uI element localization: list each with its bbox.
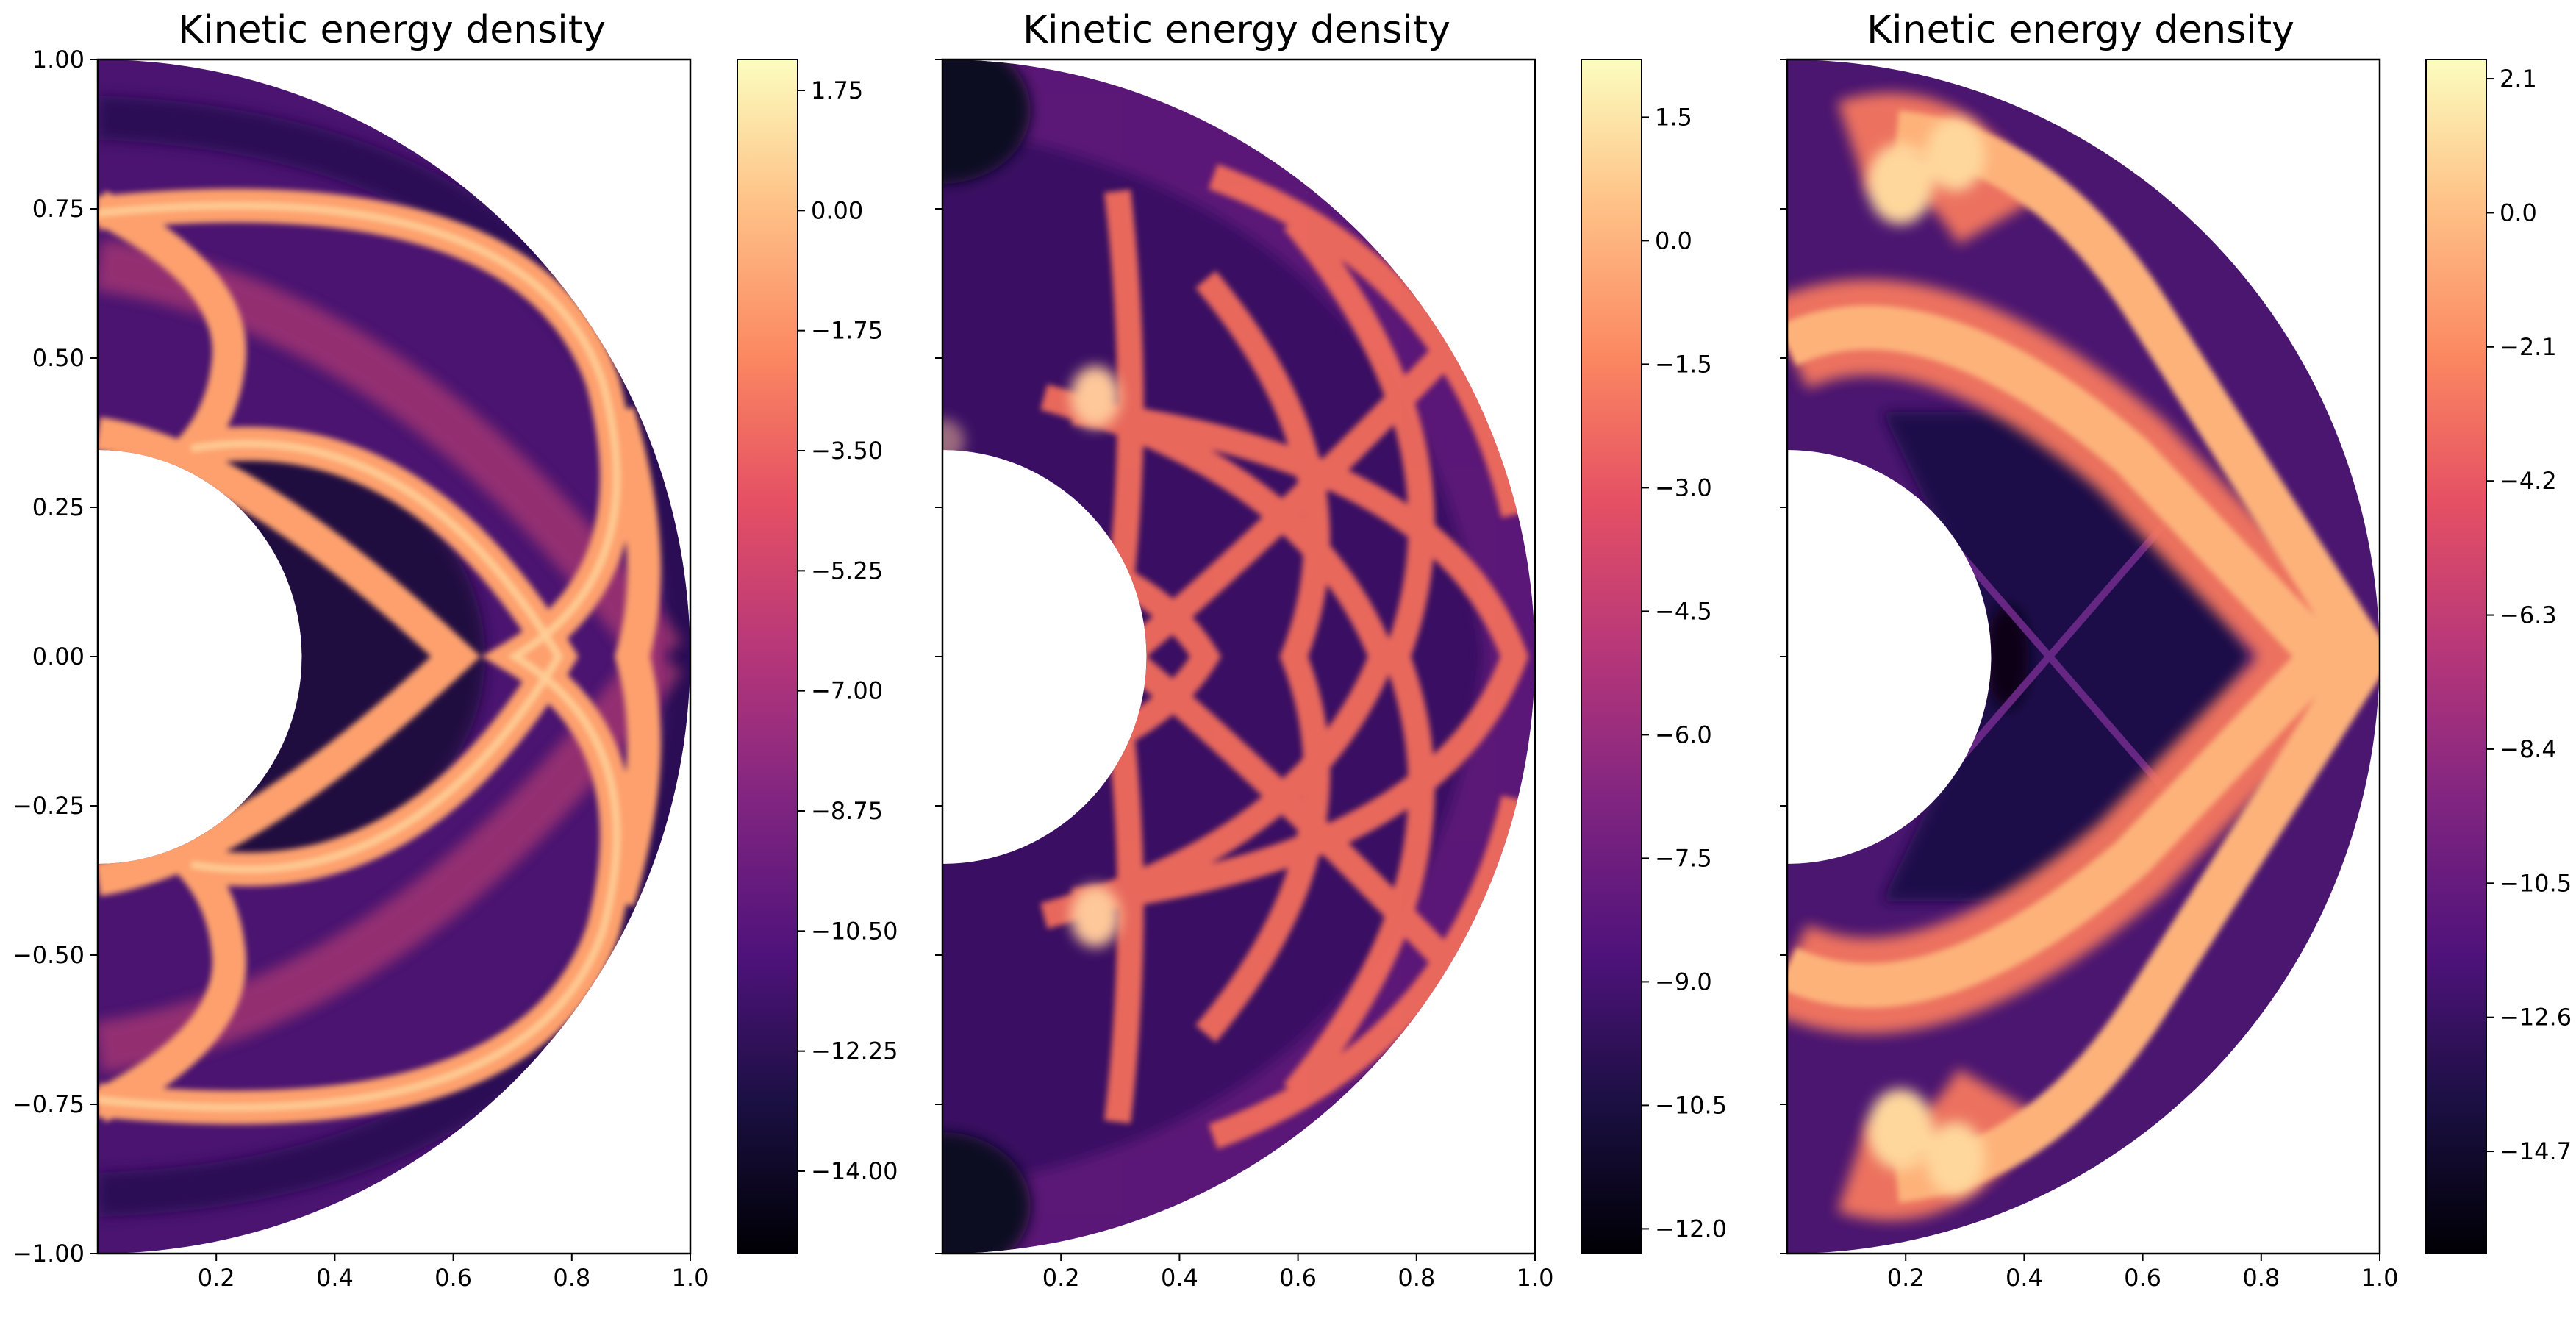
panel-1-colorbar: 1.75 0.00 −1.75 −3.50 −5.25 −7.00 −8.75 −10.50 −…: [737, 59, 898, 1254]
x-tick-label: 0.2: [1042, 1264, 1080, 1292]
x-tick-label: 0.6: [1279, 1264, 1317, 1292]
colorbar-tick-label: 0.0: [2500, 199, 2537, 226]
y-tick-label: −0.25: [12, 792, 85, 820]
colorbar-tick-label: 0.0: [1655, 226, 1692, 254]
y-tick-label: 0.00: [32, 643, 85, 671]
colorbar-tick-label: −4.2: [2500, 467, 2557, 495]
colorbar-tick-label: 0.00: [811, 196, 863, 224]
x-tick-label: 0.8: [553, 1264, 590, 1292]
colorbar-tick-label: 1.5: [1655, 103, 1692, 131]
x-tick-label: 0.8: [2242, 1264, 2280, 1292]
panel-1: Kinetic energy density: [12, 8, 898, 1292]
colorbar-tick-label: −10.50: [811, 917, 898, 945]
panel-2: Kinetic energy density: [935, 8, 1727, 1292]
colorbar-tick-label: −9.0: [1655, 968, 1712, 995]
colorbar-tick-label: −3.0: [1655, 473, 1712, 501]
panel-1-plot: 1.00 0.75 0.50 0.25 0.00 −0.25 −0.50 −0.75 −1.00…: [12, 46, 709, 1292]
colorbar-tick-label: −8.4: [2500, 735, 2557, 763]
colorbar-tick-label: −4.5: [1655, 597, 1712, 625]
panel-3: Kinetic energy density: [1780, 8, 2572, 1292]
colorbar-tick-label: −7.00: [811, 677, 883, 705]
x-tick-label: 0.2: [1887, 1264, 1925, 1292]
colorbar-tick-label: −14.7: [2500, 1137, 2572, 1165]
panel-2-x-axis: 0.2 0.4 0.6 0.8 1.0: [1042, 1254, 1554, 1292]
colorbar-tick-label: −1.75: [811, 317, 883, 345]
colorbar-tick-label: −6.3: [2500, 601, 2557, 629]
panel-3-y-axis: [1780, 59, 1787, 1254]
y-tick-label: 0.50: [32, 344, 85, 372]
panel-2-y-axis: [935, 59, 942, 1254]
x-tick-label: 1.0: [2361, 1264, 2399, 1292]
x-tick-label: 0.8: [1398, 1264, 1435, 1292]
colorbar-tick-label: −12.0: [1655, 1215, 1727, 1243]
y-tick-label: 1.00: [32, 46, 85, 74]
colorbar-tick-label: −2.1: [2500, 333, 2557, 361]
colorbar-tick-label: −12.25: [811, 1037, 898, 1065]
panel-1-x-axis: 0.2 0.4 0.6 0.8 1.0: [198, 1254, 709, 1292]
panel-1-y-axis: 1.00 0.75 0.50 0.25 0.00 −0.25 −0.50 −0.75 −1.00: [12, 46, 98, 1268]
y-tick-label: 0.75: [32, 195, 85, 223]
colorbar-tick-label: −1.5: [1655, 350, 1712, 378]
panel-2-annulus: [942, 60, 1535, 1254]
panel-2-field: [942, 60, 1535, 1254]
x-tick-label: 0.2: [198, 1264, 235, 1292]
panel-3-title: Kinetic energy density: [1867, 8, 2294, 52]
x-tick-label: 1.0: [672, 1264, 709, 1292]
colorbar-tick-label: −7.5: [1655, 844, 1712, 872]
colorbar-tick-label: 2.1: [2500, 65, 2537, 93]
colorbar-tick-label: −5.25: [811, 557, 883, 585]
panel-3-plot: 0.2 0.4 0.6 0.8 1.0: [1780, 58, 2399, 1292]
panel-2-plot: 0.2 0.4 0.6 0.8 1.0: [935, 58, 1554, 1292]
colorbar-tick-label: −6.0: [1655, 721, 1712, 748]
x-tick-label: 0.4: [1161, 1264, 1198, 1292]
colorbar-tick-label: −14.00: [811, 1157, 898, 1185]
colorbar-tick-label: −12.6: [2500, 1004, 2572, 1032]
panel-3-x-axis: 0.2 0.4 0.6 0.8 1.0: [1887, 1254, 2399, 1292]
panel-2-colorbar: 1.5 0.0 −1.5 −3.0 −4.5 −6.0 −7.5 −9.0 −10.5 −12.0: [1581, 59, 1727, 1254]
x-tick-label: 0.4: [2006, 1264, 2043, 1292]
y-tick-label: −0.50: [12, 941, 85, 969]
x-tick-label: 1.0: [1517, 1264, 1554, 1292]
colorbar-tick-label: −8.75: [811, 797, 883, 825]
colorbar-tick-label: −3.50: [811, 437, 883, 465]
colorbar-tick-label: −10.5: [1655, 1091, 1727, 1119]
panel-2-title: Kinetic energy density: [1023, 8, 1450, 52]
y-tick-label: 0.25: [32, 493, 85, 521]
y-tick-label: −0.75: [12, 1090, 85, 1118]
x-tick-label: 0.6: [434, 1264, 472, 1292]
x-tick-label: 0.6: [2124, 1264, 2161, 1292]
panel-1-title: Kinetic energy density: [178, 8, 606, 52]
x-tick-label: 0.4: [316, 1264, 354, 1292]
y-tick-label: −1.00: [12, 1240, 85, 1268]
panel-3-field: [1787, 93, 2380, 1220]
colorbar-tick-label: 1.75: [811, 76, 863, 104]
panel-3-colorbar: 2.1 0.0 −2.1 −4.2 −6.3 −8.4 −10.5 −12.6 −14.7: [2425, 59, 2572, 1254]
colorbar-tick-label: −10.5: [2500, 869, 2572, 897]
